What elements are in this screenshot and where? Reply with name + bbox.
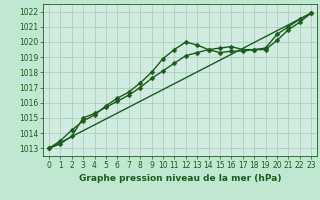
X-axis label: Graphe pression niveau de la mer (hPa): Graphe pression niveau de la mer (hPa) [79, 174, 281, 183]
